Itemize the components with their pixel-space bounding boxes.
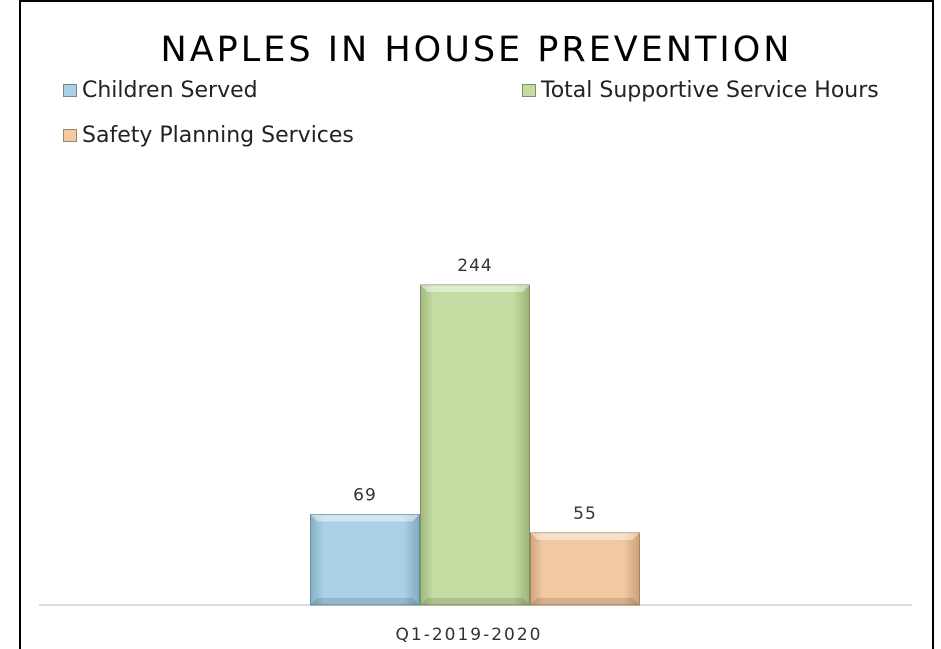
bar-shadow-children-served: [310, 598, 420, 605]
legend-item-children-served: Children Served: [63, 78, 258, 103]
legend-item-total-supportive-service-hours: Total Supportive Service Hours: [522, 78, 879, 103]
data-label-children-served: 69: [353, 486, 377, 506]
legend-swatch-safety-planning-services: [63, 129, 77, 142]
bar-bevel-safety-planning-services: [530, 532, 640, 540]
bar-bevel-total-supportive-service-hours: [420, 285, 530, 292]
bars-layer: 69 244 55: [310, 256, 640, 606]
bar-shadow-safety-planning-services: [530, 598, 640, 605]
legend-label-safety-planning-services: Safety Planning Services: [82, 123, 354, 148]
chart-title: NAPLES IN HOUSE PREVENTION: [160, 30, 793, 70]
bar-safety-planning-services: [530, 532, 640, 606]
bar-shadow-total-supportive-service-hours: [420, 598, 530, 605]
bar-bevel-children-served: [310, 514, 420, 522]
x-tick-label: Q1-2019-2020: [396, 625, 543, 645]
bar-children-served: [310, 514, 420, 606]
data-label-safety-planning-services: 55: [573, 504, 597, 524]
bar-rect-safety-planning-services: [530, 532, 640, 606]
legend-item-safety-planning-services: Safety Planning Services: [63, 123, 354, 148]
legend-label-total-supportive-service-hours: Total Supportive Service Hours: [541, 78, 879, 103]
data-label-total-supportive-service-hours: 244: [457, 256, 492, 276]
bar-rect-children-served: [310, 514, 420, 606]
bar-rect-total-supportive-service-hours: [420, 284, 530, 606]
legend-swatch-children-served: [63, 84, 77, 97]
legend-label-children-served: Children Served: [82, 78, 258, 103]
bar-total-supportive-service-hours: [420, 284, 530, 606]
legend-swatch-total-supportive-service-hours: [522, 84, 536, 97]
